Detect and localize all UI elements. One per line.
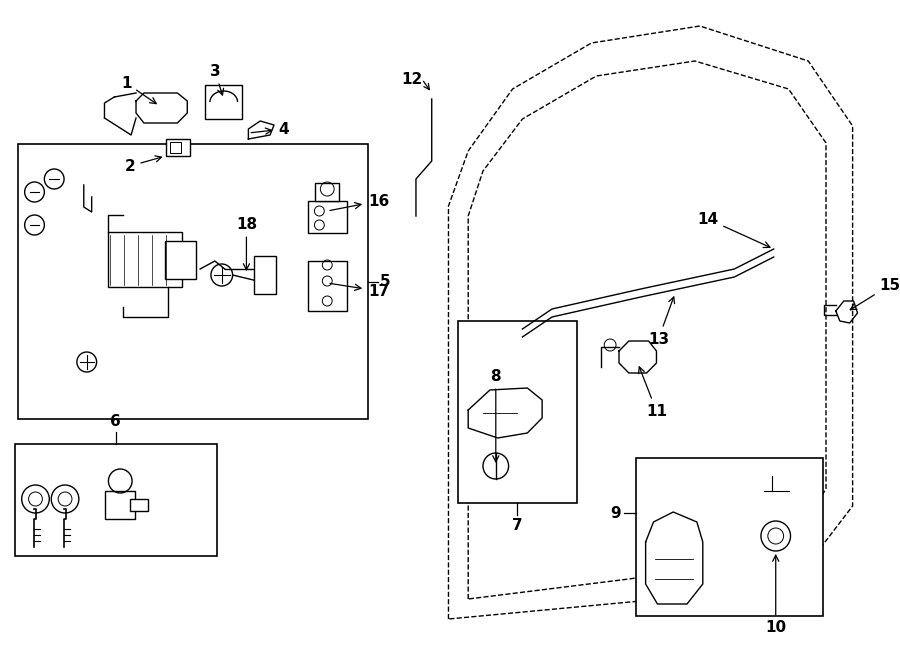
Bar: [205, 85, 242, 119]
Bar: [458, 321, 577, 503]
Bar: [105, 491, 135, 519]
Bar: [635, 458, 823, 616]
Bar: [169, 142, 182, 153]
Text: 14: 14: [698, 212, 770, 247]
Text: 1: 1: [121, 75, 157, 104]
Text: 13: 13: [648, 297, 674, 346]
Bar: [14, 444, 217, 556]
Bar: [308, 201, 347, 233]
Text: 11: 11: [639, 367, 667, 418]
Text: 12: 12: [401, 71, 423, 87]
Bar: [255, 256, 276, 294]
Text: 7: 7: [512, 518, 523, 533]
Text: 8: 8: [491, 368, 501, 462]
Bar: [315, 183, 339, 201]
Text: 16: 16: [330, 194, 389, 210]
Text: 10: 10: [765, 555, 787, 635]
Bar: [130, 499, 148, 511]
Text: 18: 18: [236, 217, 257, 270]
Bar: [166, 139, 190, 156]
Text: 15: 15: [850, 278, 900, 310]
Bar: [18, 144, 368, 419]
Text: 5: 5: [380, 274, 390, 289]
Text: 6: 6: [111, 414, 122, 430]
Text: 4: 4: [251, 122, 289, 137]
Text: 2: 2: [125, 156, 162, 173]
Text: 3: 3: [210, 63, 223, 95]
Bar: [108, 232, 183, 287]
Bar: [308, 261, 347, 311]
Text: 17: 17: [330, 284, 389, 299]
Text: 9: 9: [610, 506, 621, 521]
Bar: [165, 241, 196, 279]
